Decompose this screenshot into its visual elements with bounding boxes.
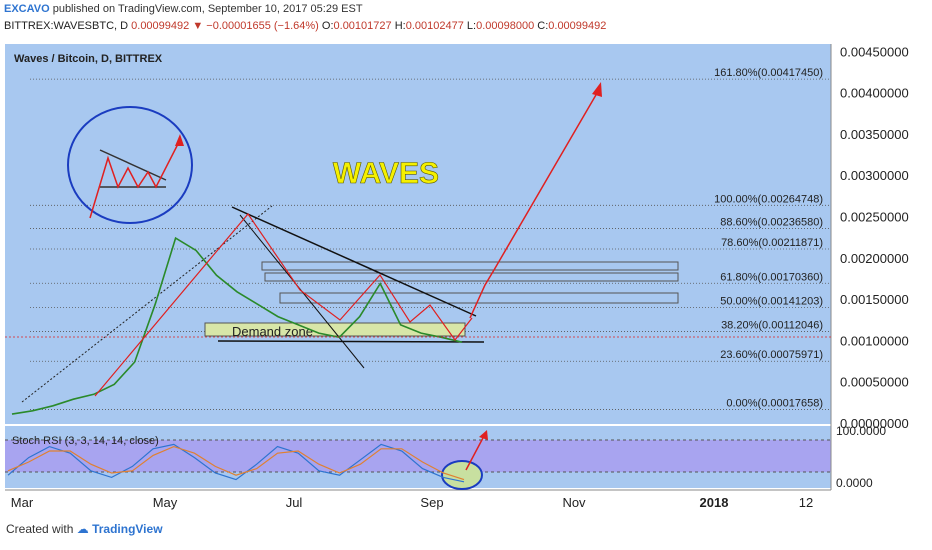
fib-label: 38.20%(0.00112046) bbox=[721, 319, 823, 331]
resistance-box-1[interactable] bbox=[261, 261, 679, 271]
footer: Created with ☁ TradingView bbox=[6, 522, 163, 536]
fib-label: 78.60%(0.00211871) bbox=[721, 237, 823, 249]
time-axis: Mar May Jul Sep Nov 2018 12 bbox=[11, 495, 813, 510]
stoch-k-line[interactable] bbox=[7, 443, 465, 483]
tradingview-logo-icon: ☁ bbox=[76, 522, 89, 536]
price-tick-label: 0.00200000 bbox=[840, 251, 909, 266]
stoch-title: Stoch RSI (3, 3, 14, 14, close) bbox=[12, 435, 159, 447]
price-tick-label: 0.00350000 bbox=[840, 127, 909, 142]
price-tick-label: 0.00000000 bbox=[840, 416, 909, 431]
time-tick-label: Sep bbox=[420, 495, 443, 510]
fib-levels: 161.80%(0.00417450) 100.00%(0.00264748) 88… bbox=[30, 67, 831, 410]
price-axis: 0.00450000 0.00400000 0.00350000 0.00300000… bbox=[840, 44, 909, 431]
price-chart[interactable]: 161.80%(0.00417450) 100.00%(0.00264748) 88… bbox=[0, 0, 932, 520]
down-arrow-icon: ▼ bbox=[192, 20, 204, 32]
publisher-name[interactable]: EXCAVO bbox=[4, 3, 50, 15]
fib-label: 0.00%(0.00017658) bbox=[726, 397, 823, 409]
price-tick-label: 0.00450000 bbox=[840, 44, 909, 59]
demand-zone-label: Demand zone bbox=[232, 324, 313, 339]
time-tick-label: Nov bbox=[562, 495, 586, 510]
high-value: 0.00102477 bbox=[405, 20, 464, 32]
stoch-band bbox=[5, 440, 831, 472]
price-change: −0.00001655 (−1.64%) bbox=[206, 20, 319, 32]
low-label: L: bbox=[466, 20, 477, 32]
fib-label: 50.00%(0.00141203) bbox=[720, 295, 823, 307]
projection-annotations bbox=[5, 82, 831, 490]
resistance-box-3[interactable] bbox=[279, 292, 679, 304]
stoch-tick-low: 0.0000 bbox=[836, 476, 873, 490]
high-label: H: bbox=[394, 20, 406, 32]
fib-label: 61.80%(0.00170360) bbox=[720, 271, 823, 283]
wedge-support-line[interactable] bbox=[217, 340, 485, 343]
dotted-trendline[interactable] bbox=[21, 205, 273, 403]
close-label: C: bbox=[537, 20, 549, 32]
time-tick-label: May bbox=[153, 495, 178, 510]
chart-title: Waves / Bitcoin, D, BITTREX bbox=[14, 53, 163, 65]
fib-label: 88.60%(0.00236580) bbox=[720, 217, 823, 229]
price-tick-label: 0.00250000 bbox=[840, 209, 909, 224]
open-value: 0.00101727 bbox=[333, 20, 392, 32]
wedge-resistance-line[interactable] bbox=[231, 206, 477, 317]
fib-label: 23.60%(0.00075971) bbox=[720, 349, 823, 361]
price-series[interactable] bbox=[11, 236, 463, 415]
resistance-box-2[interactable] bbox=[264, 272, 679, 282]
created-with-text: Created with bbox=[6, 522, 74, 536]
symbol-label: BITTREX:WAVESBTC, D bbox=[4, 20, 129, 32]
price-tick-label: 0.00400000 bbox=[840, 86, 909, 101]
time-tick-label: Mar bbox=[11, 495, 34, 510]
close-value: 0.00099492 bbox=[548, 20, 607, 32]
wedge-illustration bbox=[67, 106, 193, 224]
low-value: 0.00098000 bbox=[476, 20, 535, 32]
publish-info: EXCAVO published on TradingView.com, Sep… bbox=[4, 3, 363, 15]
symbol-info-bar: BITTREX:WAVESBTC, D 0.00099492 ▼ −0.0000… bbox=[4, 20, 606, 32]
stoch-d-line[interactable] bbox=[7, 445, 465, 481]
published-text: published on TradingView.com, September … bbox=[52, 3, 363, 15]
time-tick-label: 12 bbox=[799, 495, 813, 510]
time-tick-label: 2018 bbox=[700, 495, 729, 510]
waves-watermark: WAVES bbox=[333, 157, 439, 190]
time-tick-label: Jul bbox=[286, 495, 303, 510]
open-label: O: bbox=[321, 20, 334, 32]
tradingview-link[interactable]: TradingView bbox=[92, 522, 163, 536]
price-tick-label: 0.00100000 bbox=[840, 333, 909, 348]
last-price: 0.00099492 bbox=[131, 20, 190, 32]
fib-label: 100.00%(0.00264748) bbox=[714, 193, 823, 205]
fib-label: 161.80%(0.00417450) bbox=[714, 67, 823, 79]
main-pane[interactable] bbox=[5, 44, 831, 424]
stoch-tick-high: 100.0000 bbox=[836, 424, 886, 438]
price-tick-label: 0.00300000 bbox=[840, 168, 909, 183]
price-tick-label: 0.00050000 bbox=[840, 375, 909, 390]
price-tick-label: 0.00150000 bbox=[840, 292, 909, 307]
